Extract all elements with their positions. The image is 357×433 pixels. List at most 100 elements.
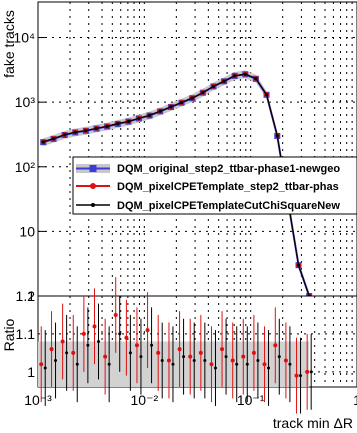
ratio-point-0 <box>220 347 225 352</box>
data-point-2 <box>41 140 45 144</box>
x-tick-label: 10⁻² <box>131 392 159 408</box>
y-tick-label: 10² <box>15 159 36 175</box>
ratio-tick-label: 1.2 <box>16 288 36 304</box>
x-tick-label: 1 <box>353 392 357 408</box>
ratio-point-0 <box>209 362 214 367</box>
ratio-point-0 <box>166 358 171 363</box>
ratio-tick-label: 1.1 <box>16 326 36 342</box>
ratio-point-1 <box>288 362 292 366</box>
ratio-point-1 <box>97 340 101 343</box>
data-point-2 <box>254 77 258 81</box>
ratio-point-0 <box>241 354 246 359</box>
ratio-point-0 <box>81 331 86 336</box>
main-plot: 10⁴ 10³ 10² 10 1 <box>13 1 357 304</box>
ratio-point-1 <box>171 362 175 366</box>
legend-label-template: DQM_pixelCPETemplate_step2_ttbar-phas <box>117 181 339 193</box>
data-point-2 <box>190 96 194 100</box>
ratio-point-0 <box>251 350 256 355</box>
ratio-point-0 <box>198 350 203 355</box>
ratio-point-0 <box>124 335 129 340</box>
data-point-2 <box>296 263 301 267</box>
ratio-point-0 <box>156 350 161 355</box>
ratio-point-0 <box>113 312 118 317</box>
data-point-2 <box>201 91 205 95</box>
ratio-point-0 <box>145 328 150 333</box>
ratio-point-1 <box>309 370 313 374</box>
y-axis-title: fake tracks <box>1 10 17 78</box>
data-point-2 <box>233 74 237 78</box>
ratio-point-1 <box>107 362 111 366</box>
ratio-point-1 <box>65 351 69 355</box>
x-axis-title: track min ΔR <box>273 415 353 431</box>
data-point-2 <box>126 119 130 124</box>
data-point-2 <box>137 116 141 120</box>
ratio-point-1 <box>256 358 260 362</box>
main-frame <box>37 1 357 297</box>
data-point-2 <box>243 72 247 76</box>
y-tick-label: 1 <box>27 288 35 304</box>
legend-entry-chisquare: DQM_pixelCPETemplateCutChiSquareNew <box>76 200 340 212</box>
data-point-2 <box>51 137 56 141</box>
ratio-point-0 <box>294 373 299 378</box>
data-point-2 <box>158 109 162 113</box>
data-point-2 <box>84 129 88 133</box>
ratio-point-0 <box>283 358 288 363</box>
ratio-point-1 <box>192 358 196 362</box>
ratio-point-0 <box>262 362 267 367</box>
ratio-point-1 <box>267 366 271 370</box>
y-tick-label: 10³ <box>15 94 36 110</box>
ratio-point-1 <box>224 355 228 359</box>
data-point-2 <box>116 122 120 126</box>
ratio-point-1 <box>213 366 217 370</box>
ratio-point-0 <box>103 354 108 359</box>
legend-entry-template: DQM_pixelCPETemplate_step2_ttbar-phas <box>76 181 339 193</box>
ratio-point-1 <box>160 358 164 362</box>
ratio-point-0 <box>305 369 310 374</box>
x-tick-label: 10⁻¹ <box>237 392 265 408</box>
data-point-2 <box>94 126 99 131</box>
legend-box <box>72 156 357 215</box>
data-point-2 <box>264 93 269 97</box>
legend: DQM_original_step2_ttbar-phase1-newgeo D… <box>72 156 357 215</box>
ratio-point-0 <box>49 347 54 352</box>
y-tick-label: 10⁴ <box>13 30 35 46</box>
ratio-point-1 <box>299 374 303 378</box>
data-point-2 <box>179 100 184 105</box>
series-line-2 <box>43 73 310 297</box>
ratio-point-0 <box>39 362 44 367</box>
ratio-point-1 <box>75 362 79 366</box>
ratio-y-axis-title: Ratio <box>1 318 17 351</box>
data-point-2 <box>169 105 173 109</box>
ratio-tick-label: 1 <box>27 364 35 380</box>
data-point-2 <box>63 133 67 137</box>
ratio-point-0 <box>71 350 76 355</box>
data-point-2 <box>73 130 77 134</box>
data-point-2 <box>105 124 109 128</box>
ratio-point-1 <box>86 343 90 347</box>
legend-label-chisquare: DQM_pixelCPETemplateCutChiSquareNew <box>117 200 340 212</box>
ratio-point-1 <box>43 366 47 370</box>
ratio-point-0 <box>273 343 278 348</box>
data-point-2 <box>147 113 152 117</box>
data-point-2 <box>211 84 216 88</box>
ratio-point-0 <box>230 358 235 363</box>
ratio-point-1 <box>277 355 281 359</box>
ratio-point-0 <box>188 354 193 359</box>
ratio-point-0 <box>134 343 139 348</box>
data-point-2 <box>275 134 279 138</box>
ratio-point-1 <box>150 343 154 347</box>
legend-entry-original: DQM_original_step2_ttbar-phase1-newgeo <box>76 163 340 175</box>
ratio-point-1 <box>54 358 58 362</box>
ratio-point-1 <box>139 355 143 359</box>
ratio-point-1 <box>235 362 239 366</box>
ratio-point-1 <box>128 351 132 355</box>
data-point-2 <box>222 79 226 83</box>
ratio-plot: 1.2 1.1 1 10⁻³ 10⁻² 10⁻¹ 1 <box>16 277 357 414</box>
ratio-point-1 <box>245 362 249 366</box>
legend-label-original: DQM_original_step2_ttbar-phase1-newgeo <box>117 163 340 175</box>
ratio-point-0 <box>60 339 65 344</box>
ratio-point-0 <box>92 324 97 329</box>
ratio-point-1 <box>203 358 207 362</box>
x-tick-label: 10⁻³ <box>24 392 52 408</box>
